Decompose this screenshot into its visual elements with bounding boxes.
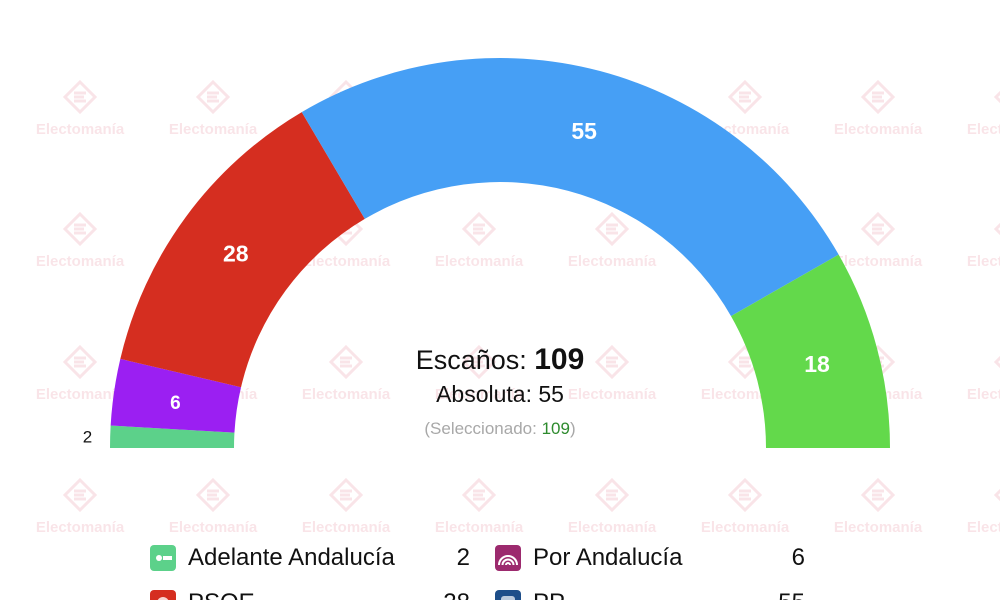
seat-segment-adelante-andaluc-a[interactable]: [110, 425, 235, 448]
legend-item-pp[interactable]: PP 55: [495, 586, 815, 600]
seat-segment-por-andaluc-a[interactable]: [110, 358, 242, 433]
pp-logo-icon: [495, 590, 521, 600]
selected-value: 109: [541, 419, 570, 438]
seat-count-label: 55: [571, 118, 597, 144]
seats-total: 109: [534, 343, 585, 376]
selected-suffix: ): [569, 419, 576, 438]
legend-item-psoe[interactable]: PSOE 28: [150, 586, 470, 600]
legend-party-name: Adelante Andalucía: [188, 544, 395, 571]
legend-party-name: PSOE: [188, 586, 255, 600]
seat-summary: Escaños: 109 Absoluta: 55 (Seleccionado:…: [340, 343, 660, 441]
selected-seats: (Seleccionado: 109): [340, 417, 660, 441]
selected-prefix: (Seleccionado:: [424, 419, 542, 438]
psoe-logo-icon: [150, 590, 176, 600]
legend-party-seats: 28: [430, 586, 470, 600]
legend-item-por-andalucia[interactable]: Por Andalucía 6: [495, 541, 815, 575]
legend-party-name: Por Andalucía: [533, 544, 683, 571]
por-andalucia-logo-icon: [495, 545, 521, 571]
seat-count-label: 6: [170, 393, 181, 414]
legend-party-seats: 2: [456, 544, 470, 571]
legend-party-name: PP: [533, 586, 565, 600]
legend-party-seats: 55: [765, 586, 805, 600]
absolute-majority: Absoluta: 55: [436, 381, 564, 407]
legend-item-adelante-andalucia[interactable]: Adelante Andalucía 2: [150, 541, 470, 575]
seat-segment-pp[interactable]: [301, 58, 839, 317]
adelante-andalucia-logo-icon: [150, 545, 176, 571]
seat-count-label: 2: [83, 427, 92, 446]
legend-party-seats: 6: [791, 544, 805, 571]
seat-count-label: 28: [223, 241, 249, 267]
seat-segment-psoe[interactable]: [120, 112, 365, 388]
total-seats-line: Escaños: 109: [340, 343, 660, 377]
seats-label: Escaños:: [415, 345, 535, 375]
seat-count-label: 18: [804, 351, 830, 377]
seat-segment-vox[interactable]: [730, 254, 890, 448]
